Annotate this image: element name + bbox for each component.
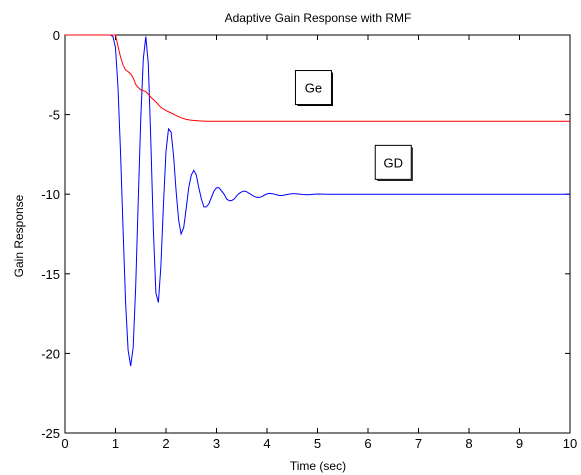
y-axis-label: Gain Response <box>12 194 26 277</box>
x-tick-label: 2 <box>162 436 169 451</box>
x-tick-label: 1 <box>112 436 119 451</box>
y-tick-label: -10 <box>41 187 60 202</box>
y-tick-label: -25 <box>41 426 60 441</box>
x-tick-label: 10 <box>563 436 577 451</box>
x-tick-label: 5 <box>314 436 321 451</box>
x-tick-label: 3 <box>213 436 220 451</box>
annotation-box-shadow-2 <box>377 147 413 181</box>
annotation-label-1: Ge <box>305 81 322 96</box>
x-tick-label: 6 <box>364 436 371 451</box>
annotation-box-2 <box>374 144 412 180</box>
chart-title: Adaptive Gain Response with RMF <box>225 11 412 25</box>
x-tick-label: 9 <box>516 436 523 451</box>
x-axis-label: Time (sec) <box>290 459 346 473</box>
y-tick-label: -5 <box>48 108 60 123</box>
x-tick-label: 0 <box>61 436 68 451</box>
x-tick-label: 7 <box>415 436 422 451</box>
x-tick-label: 8 <box>465 436 472 451</box>
x-tick-label: 4 <box>263 436 270 451</box>
annotation-label-2: GD <box>384 155 404 170</box>
y-tick-label: -15 <box>41 267 60 282</box>
plot-area: 0 1 2 3 4 5 6 7 8 9 10 0 -5 -10 -15 -20 -25 Ge GD <box>41 28 577 451</box>
series-line-1 <box>65 34 570 367</box>
y-tick-label: 0 <box>53 28 60 43</box>
annotation-box-shadow-1 <box>297 72 333 107</box>
series-line-2 <box>65 34 570 122</box>
annotation-box-1 <box>294 70 332 106</box>
y-tick-label: -20 <box>41 346 60 361</box>
